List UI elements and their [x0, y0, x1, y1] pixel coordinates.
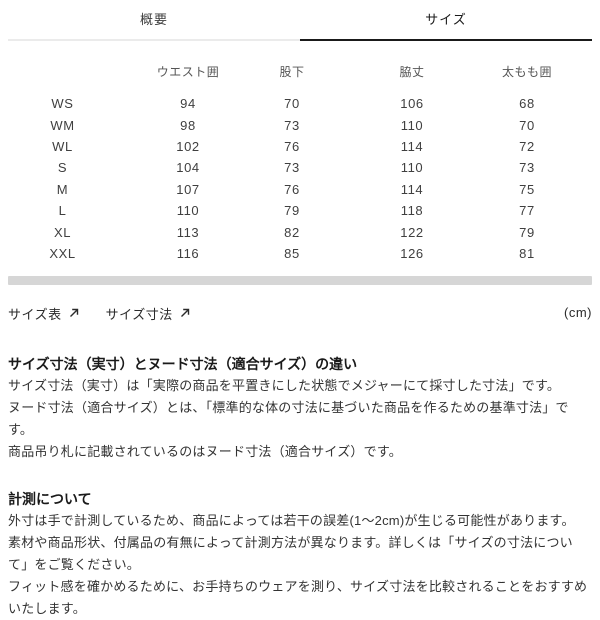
- cell-side-length: 106: [400, 96, 424, 112]
- size-label: WL: [52, 138, 73, 154]
- size-chart-link-label: サイズ表: [8, 306, 62, 322]
- cell-side-length: 110: [400, 117, 424, 133]
- size-label: WS: [51, 96, 74, 112]
- size-dimensions-link[interactable]: サイズ寸法: [106, 304, 191, 323]
- cell-waist: 104: [176, 160, 200, 176]
- table-row: S 104 73 110 73: [0, 157, 600, 178]
- cell-inseam: 85: [284, 245, 300, 261]
- cell-inseam: 76: [284, 138, 300, 154]
- cell-inseam: 73: [284, 160, 300, 176]
- cell-thigh: 81: [519, 245, 535, 261]
- cell-side-length: 110: [400, 160, 424, 176]
- table-row: XXL 116 85 126 81: [0, 243, 600, 264]
- header-inseam: 股下: [279, 64, 305, 79]
- cell-thigh: 72: [519, 138, 535, 154]
- header-waist: ウエスト囲: [156, 64, 220, 79]
- table-row: WS 94 70 106 68: [0, 93, 600, 114]
- cell-side-length: 114: [400, 181, 424, 197]
- table-row: WL 102 76 114 72: [0, 136, 600, 157]
- cell-waist: 107: [176, 181, 200, 197]
- header-side-length: 脇丈: [399, 64, 425, 79]
- cell-inseam: 70: [284, 96, 300, 112]
- note-paragraph: 商品吊り札に記載されているのはヌード寸法（適合サイズ）です。: [8, 444, 402, 460]
- external-link-icon: [68, 307, 80, 319]
- cell-thigh: 70: [519, 117, 535, 133]
- size-label: L: [58, 203, 67, 219]
- cell-inseam: 79: [284, 203, 300, 219]
- note-paragraph: フィット感を確かめるために、お手持ちのウェアを測り、サイズ寸法を比較されることを…: [8, 579, 588, 617]
- section-heading: 計測について: [8, 491, 92, 508]
- size-dimensions-link-label: サイズ寸法: [105, 306, 173, 322]
- cell-inseam: 82: [284, 224, 300, 240]
- size-label: S: [57, 160, 68, 176]
- size-label: XL: [53, 224, 72, 240]
- tab-size[interactable]: サイズ: [300, 0, 592, 41]
- notes: サイズ寸法（実寸）とヌード寸法（適合サイズ）の違い サイズ寸法（実寸）は「実際の…: [8, 353, 592, 620]
- tab-bar: 概要 サイズ: [0, 0, 600, 41]
- section-dimension-difference: サイズ寸法（実寸）とヌード寸法（適合サイズ）の違い サイズ寸法（実寸）は「実際の…: [8, 353, 592, 463]
- note-paragraph: 外寸は手で計測しているため、商品によっては若干の誤差(1～2cm)が生じる可能性…: [8, 513, 575, 529]
- note-paragraph: ヌード寸法（適合サイズ）とは、「標準的な体の寸法に基づいた商品を作るための基準寸…: [8, 400, 569, 438]
- size-label: M: [56, 181, 69, 197]
- section-heading: サイズ寸法（実寸）とヌード寸法（適合サイズ）の違い: [8, 356, 358, 373]
- note-paragraph: 素材や商品形状、付属品の有無によって計測方法が異なります。詳しくは「サイズの寸法…: [8, 535, 573, 573]
- size-label: XXL: [49, 245, 76, 261]
- horizontal-scrollbar[interactable]: [8, 276, 592, 286]
- table-row: M 107 76 114 75: [0, 179, 600, 200]
- cell-side-length: 122: [400, 224, 424, 240]
- cell-thigh: 75: [519, 181, 535, 197]
- cell-waist: 102: [176, 138, 200, 154]
- table-row: XL 113 82 122 79: [0, 221, 600, 242]
- cell-thigh: 77: [519, 203, 535, 219]
- table-row: WM 98 73 110 70: [0, 114, 600, 135]
- cell-waist: 110: [176, 203, 200, 219]
- table-row: L 110 79 118 77: [0, 200, 600, 221]
- cell-waist: 113: [176, 224, 200, 240]
- cell-side-length: 114: [400, 138, 424, 154]
- cell-waist: 116: [176, 245, 200, 261]
- tab-overview[interactable]: 概要: [8, 0, 300, 41]
- size-chart-link[interactable]: サイズ表: [8, 304, 80, 323]
- table-header-row: ウエスト囲 股下 脇丈 太もも囲: [0, 60, 600, 82]
- links-row: サイズ表 サイズ寸法 (cm): [8, 304, 592, 322]
- cell-thigh: 73: [519, 160, 535, 176]
- cell-thigh: 68: [519, 96, 535, 112]
- header-thigh: 太もも囲: [501, 64, 552, 79]
- section-measurement: 計測について 外寸は手で計測しているため、商品によっては若干の誤差(1～2cm)…: [8, 488, 592, 620]
- cell-side-length: 126: [400, 245, 424, 261]
- cell-inseam: 76: [284, 181, 300, 197]
- cell-waist: 98: [180, 117, 196, 133]
- cell-waist: 94: [180, 96, 196, 112]
- external-link-icon: [179, 307, 191, 319]
- cell-inseam: 73: [284, 117, 300, 133]
- table-body: WS 94 70 106 68 WM 98 73 110 70 WL 102 7…: [0, 82, 600, 264]
- cell-thigh: 79: [519, 224, 535, 240]
- cell-side-length: 118: [400, 203, 424, 219]
- unit-label: (cm): [564, 305, 592, 321]
- size-table: ウエスト囲 股下 脇丈 太もも囲 WS 94 70 106 68 WM 98 7…: [0, 60, 600, 264]
- size-label: WM: [50, 117, 75, 133]
- note-paragraph: サイズ寸法（実寸）は「実際の商品を平置きにした状態でメジャーにて採寸した寸法」で…: [8, 378, 561, 394]
